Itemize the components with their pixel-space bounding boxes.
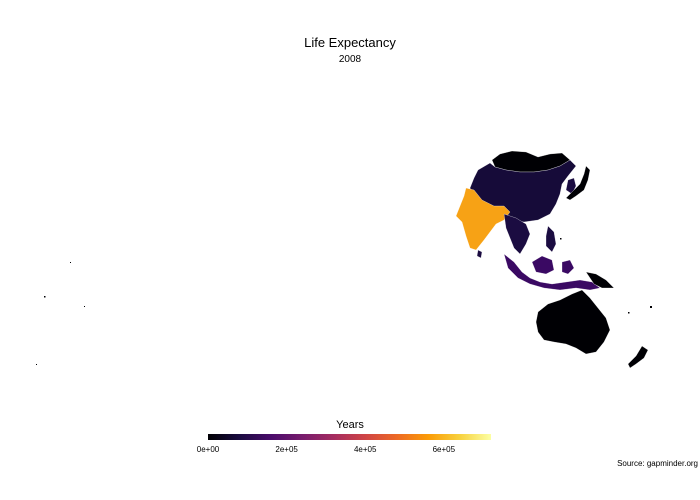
legend-tick-label: 2e+05 bbox=[275, 445, 298, 454]
pacific-islands bbox=[36, 238, 652, 365]
region-sri-lanka[interactable] bbox=[476, 249, 483, 259]
legend-tick-label: 0e+00 bbox=[196, 445, 220, 454]
region-papua-new-guinea[interactable] bbox=[585, 271, 615, 289]
source-note: Source: gapminder.org bbox=[617, 459, 698, 468]
region-australia[interactable] bbox=[535, 289, 611, 355]
region-philippines[interactable] bbox=[545, 225, 557, 253]
chart-title: Life Expectancy bbox=[304, 35, 396, 50]
legend-tick-label: 4e+05 bbox=[353, 445, 377, 454]
legend-tick-label: 6e+05 bbox=[432, 445, 456, 454]
legend-colorbar bbox=[208, 434, 491, 440]
chart-subtitle: 2008 bbox=[338, 54, 362, 65]
legend-title: Years bbox=[336, 419, 364, 431]
region-southeast-asia[interactable] bbox=[503, 213, 531, 255]
region-new-zealand[interactable] bbox=[627, 345, 649, 369]
region-japan[interactable] bbox=[565, 165, 591, 201]
region-india[interactable] bbox=[455, 187, 511, 251]
region-indonesia[interactable] bbox=[503, 253, 601, 291]
